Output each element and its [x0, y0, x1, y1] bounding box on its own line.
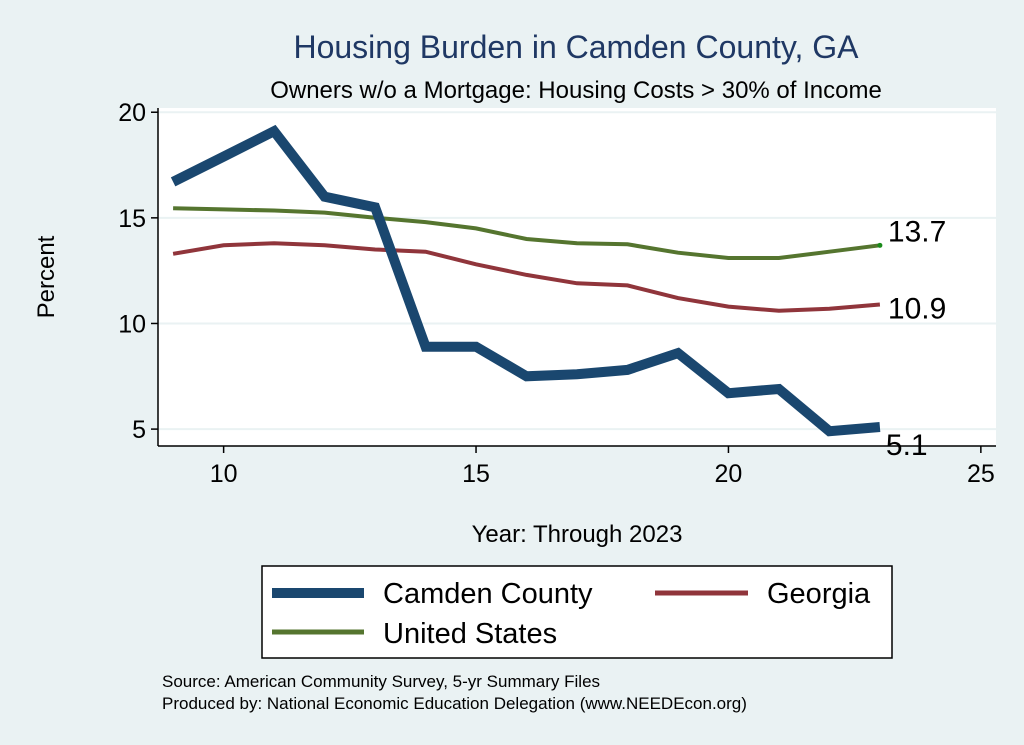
y-tick-label-5: 5: [132, 416, 146, 444]
end-marker-united-states: [877, 242, 883, 248]
chart-title: Housing Burden in Camden County, GA: [293, 29, 859, 65]
y-tick-label-20: 20: [118, 99, 146, 127]
end-label-georgia: 10.9: [888, 292, 946, 325]
end-labels: 5.1 10.9 13.7: [877, 215, 946, 462]
legend-label-united-states: United States: [383, 618, 557, 650]
end-label-camden-county: 5.1: [886, 429, 928, 462]
x-tick-label-10: 10: [210, 460, 238, 488]
series-line-georgia: [172, 241, 881, 313]
y-ticks: 5 10 15 20: [118, 99, 158, 444]
chart-subtitle: Owners w/o a Mortgage: Housing Costs > 3…: [270, 77, 882, 104]
legend: Camden County Georgia United States: [261, 565, 893, 659]
y-axis-title: Percent: [33, 235, 60, 318]
y-tick-label-10: 10: [118, 310, 146, 338]
source-line-1: Source: American Community Survey, 5-yr …: [162, 672, 600, 691]
x-tick-label-15: 15: [462, 460, 490, 488]
end-label-united-states: 13.7: [888, 215, 946, 248]
source-line-2: Produced by: National Economic Education…: [162, 694, 747, 713]
series-line-united-states: [173, 206, 881, 260]
series-lines: [170, 124, 881, 437]
legend-label-georgia: Georgia: [767, 578, 871, 610]
x-tick-label-25: 25: [967, 460, 995, 488]
series-line-camden-county: [170, 124, 881, 437]
legend-label-camden-county: Camden County: [383, 578, 593, 610]
x-ticks: 10 15 20 25: [210, 446, 995, 488]
legend-box: [261, 565, 893, 659]
y-tick-label-15: 15: [118, 205, 146, 233]
x-tick-label-20: 20: [715, 460, 743, 488]
plot-area: [158, 108, 996, 446]
x-axis-title: Year: Through 2023: [472, 521, 683, 548]
